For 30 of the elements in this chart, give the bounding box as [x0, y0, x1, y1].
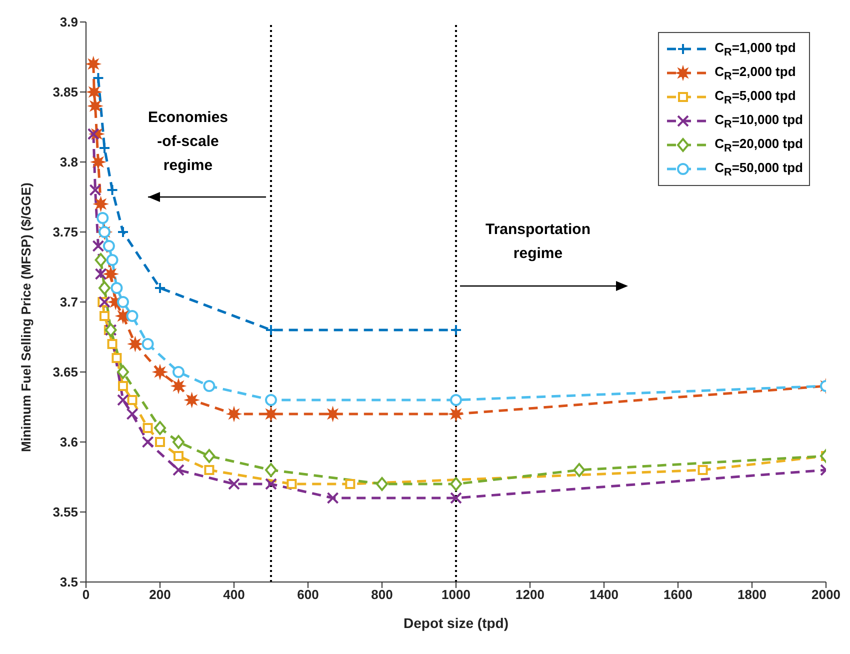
- x-tick-label: 1400: [590, 587, 618, 602]
- annotation: Economies -of-scale regime: [146, 108, 230, 176]
- y-tick-label: 3.65: [52, 364, 78, 380]
- x-tick-label: 1000: [442, 587, 470, 602]
- x-tick-label: 600: [297, 587, 319, 602]
- legend-label: C$_{R}$=20,000 tpd: [714, 136, 803, 154]
- legend-label: C$_{R}$=5,000 tpd: [714, 88, 796, 106]
- legend-label: C$_{R}$=50,000 tpd: [714, 160, 803, 178]
- y-axis-title: Minimum Fuel Selling Price (MFSP) ($/GGE): [18, 182, 34, 452]
- y-tick-label: 3.6: [60, 434, 78, 450]
- y-tick-label: 3.85: [52, 84, 78, 100]
- y-tick-label: 3.75: [52, 224, 78, 240]
- x-tick-label: 400: [223, 587, 245, 602]
- x-tick-label: 200: [149, 587, 171, 602]
- x-tick-label: 1200: [516, 587, 544, 602]
- annotation: Transportation regime: [484, 220, 592, 264]
- x-tick-label: 800: [371, 587, 393, 602]
- y-tick-label: 3.7: [60, 294, 78, 310]
- x-tick-label: 2000: [812, 587, 840, 602]
- legend-label: C$_{R}$=1,000 tpd: [714, 40, 796, 58]
- x-tick-label: 0: [82, 587, 90, 602]
- y-tick-label: 3.5: [60, 574, 78, 590]
- legend-label: C$_{R}$=10,000 tpd: [714, 112, 803, 130]
- legend-label: C$_{R}$=2,000 tpd: [714, 64, 796, 82]
- y-tick-label: 3.8: [60, 154, 78, 170]
- y-tick-label: 3.55: [52, 504, 78, 520]
- y-tick-label: 3.9: [60, 14, 78, 30]
- x-tick-label: 1800: [738, 587, 766, 602]
- x-axis-title: Depot size (tpd): [404, 615, 508, 631]
- x-tick-label: 1600: [664, 587, 692, 602]
